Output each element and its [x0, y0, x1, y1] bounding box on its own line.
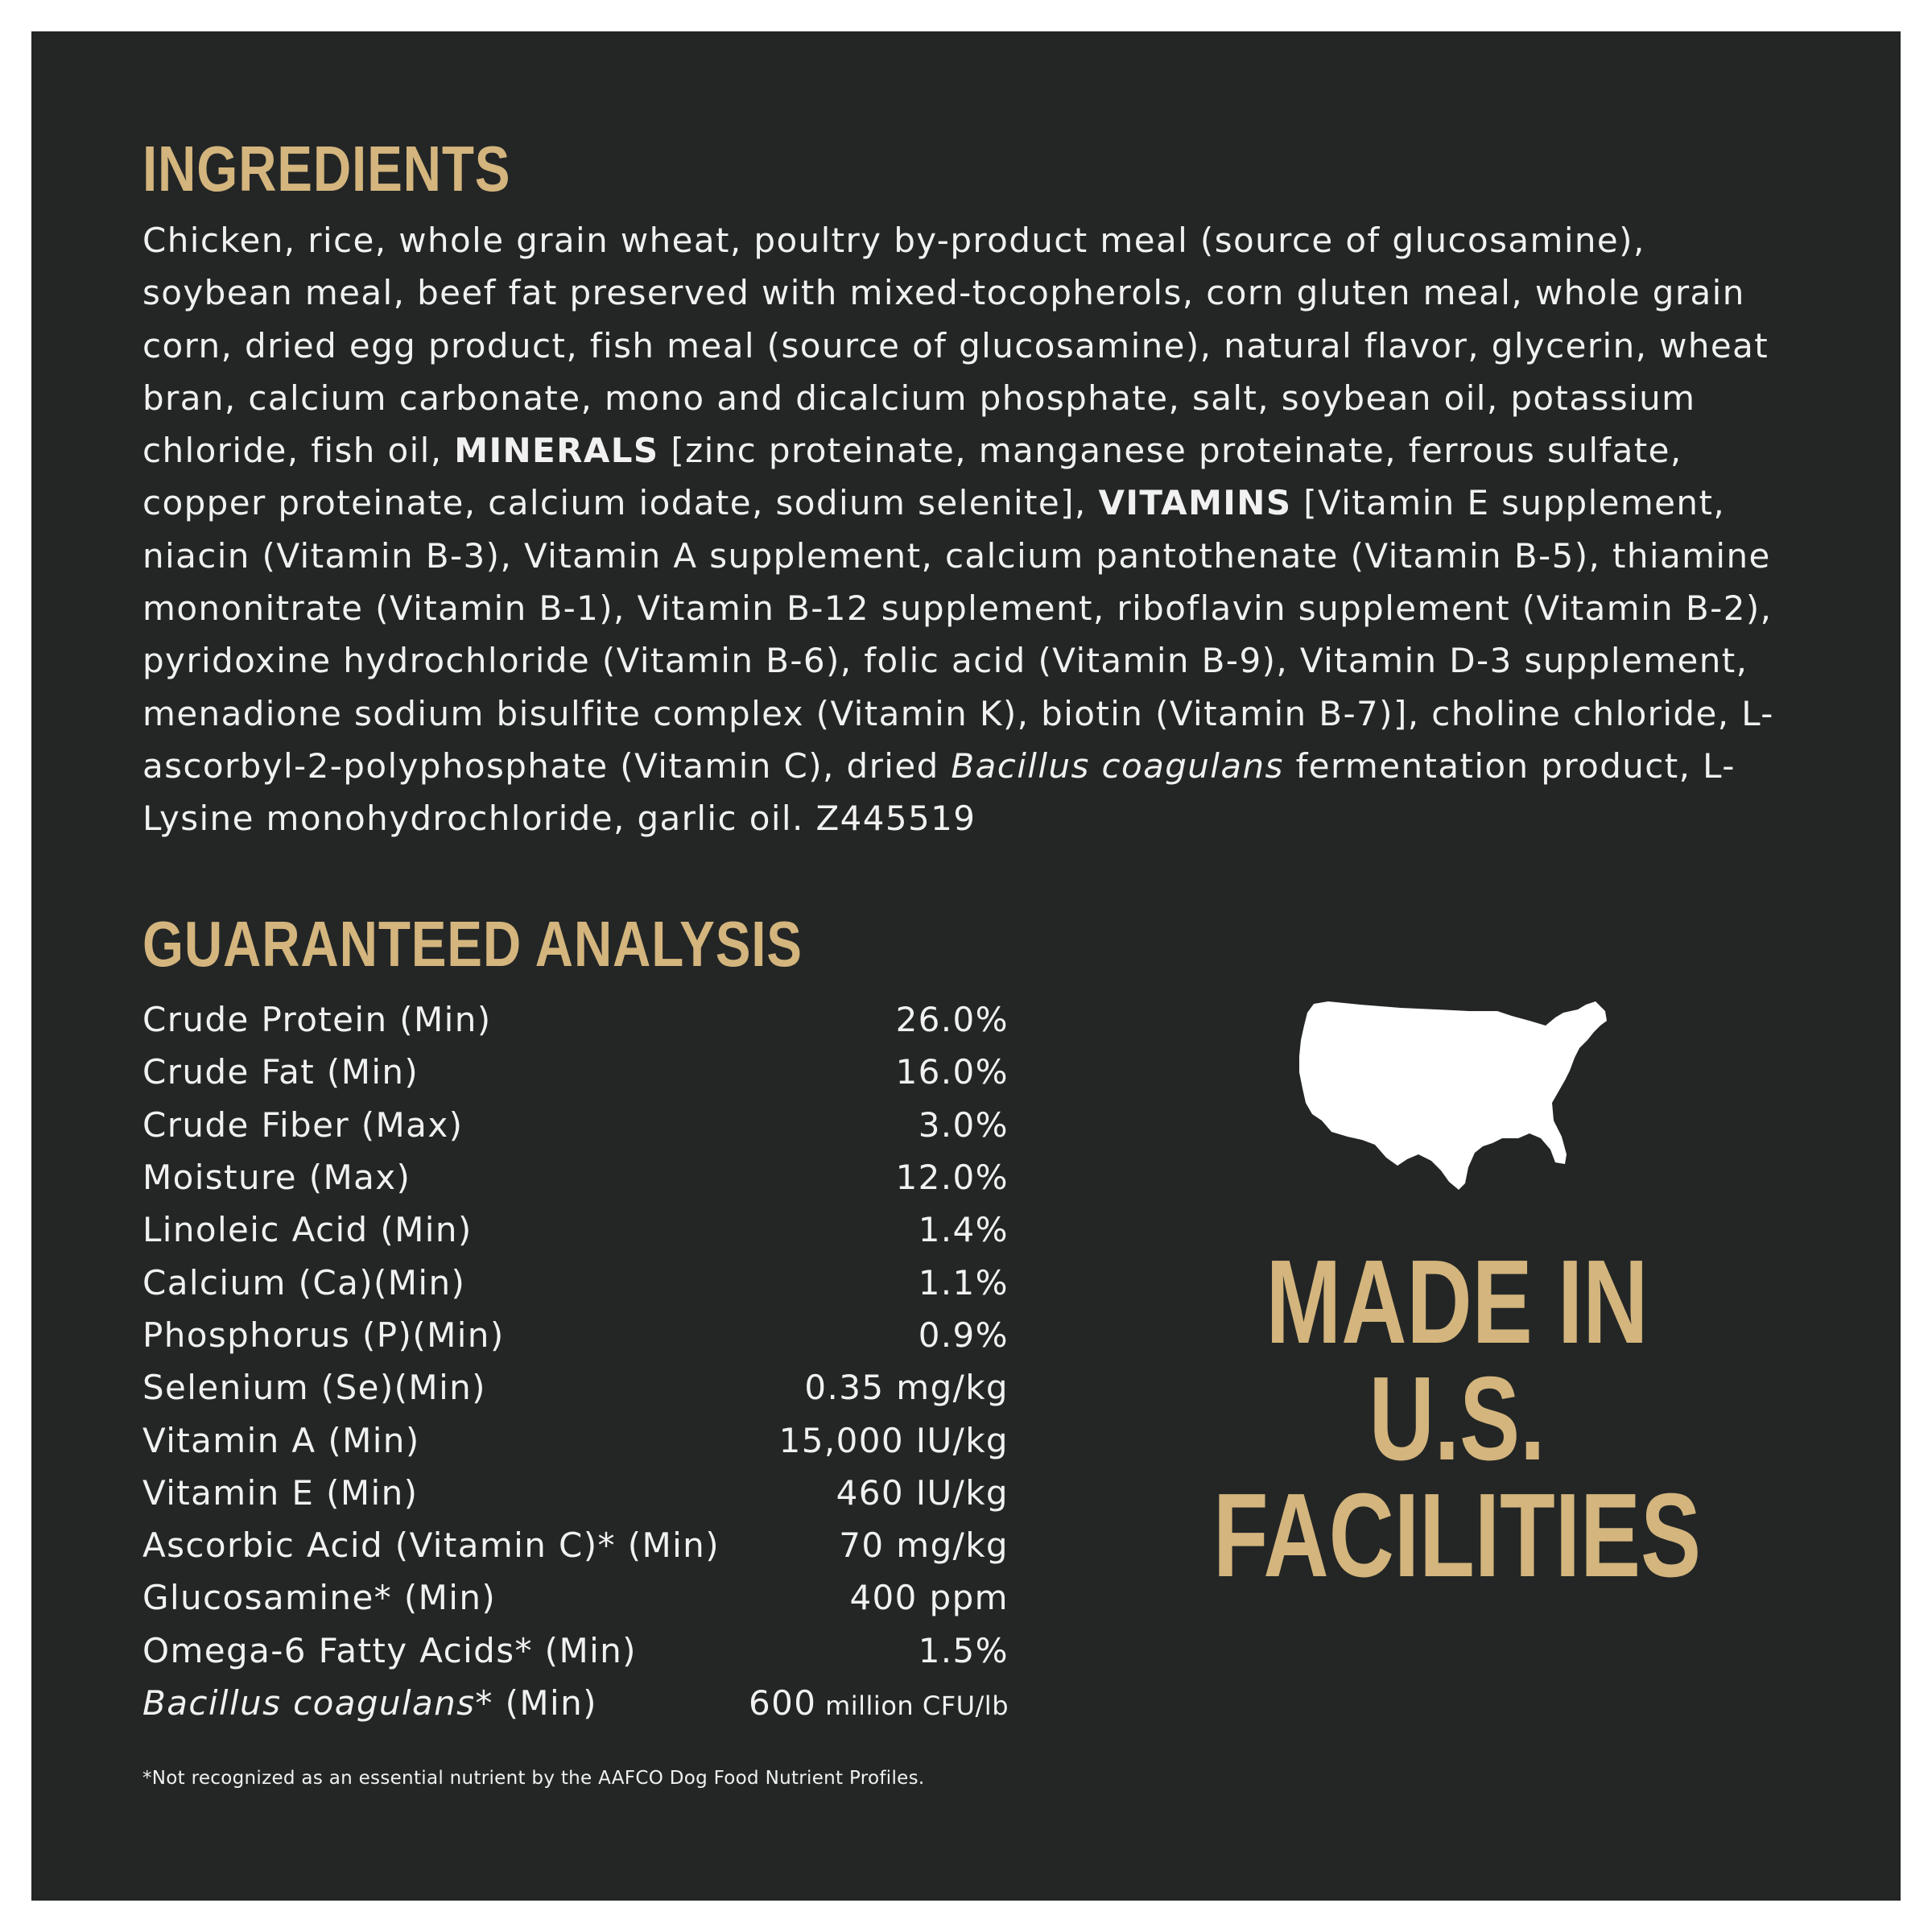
nutrient-value: 15,000 IU/kg [778, 1420, 1009, 1460]
nutrient-value: 1.5% [918, 1630, 1009, 1670]
nutrient-value-unit: million CFU/lb [816, 1690, 1009, 1721]
nutrient-name: Moisture (Max) [142, 1158, 411, 1198]
footnote: *Not recognized as an essential nutrient… [142, 1768, 925, 1789]
nutrient-value: 0.35 mg/kg [804, 1368, 1009, 1408]
nutrient-value: 3.0% [918, 1104, 1009, 1145]
nutrient-value: 70 mg/kg [839, 1525, 1009, 1566]
ingredients-title: INGREDIENTS [142, 133, 511, 204]
nutrient-value: 460 IU/kg [836, 1472, 1009, 1513]
usa-map-icon [1299, 1001, 1607, 1190]
bacillus-name: Bacillus coagulans [142, 1683, 476, 1723]
guaranteed-analysis-title: GUARANTEED ANALYSIS [142, 908, 803, 980]
nutrient-value-number: 600 [749, 1683, 817, 1723]
ingredients-text: Chicken, rice, whole grain wheat, poultr… [142, 214, 1801, 845]
label-panel [31, 31, 1901, 1901]
table-row: Calcium (Ca)(Min) 1.1% [142, 1256, 1009, 1308]
guaranteed-analysis-table: Crude Protein (Min) 26.0% Crude Fat (Min)… [142, 993, 1009, 1729]
nutrient-name: Phosphorus (P)(Min) [142, 1315, 505, 1355]
badge-line-2: U.S. [1368, 1352, 1546, 1485]
nutrient-name: Vitamin A (Min) [142, 1420, 420, 1460]
nutrient-name: Crude Protein (Min) [142, 1000, 492, 1040]
nutrient-name: Glucosamine* (Min) [142, 1578, 497, 1618]
nutrient-name: Calcium (Ca)(Min) [142, 1262, 466, 1302]
bacillus-name: Bacillus coagulans [951, 745, 1284, 786]
nutrient-value: 16.0% [895, 1052, 1009, 1092]
table-row: Phosphorus (P)(Min) 0.9% [142, 1309, 1009, 1361]
table-row: Ascorbic Acid (Vitamin C)* (Min) 70 mg/kg [142, 1519, 1009, 1571]
table-row: Crude Protein (Min) 26.0% [142, 993, 1009, 1046]
table-row: Moisture (Max) 12.0% [142, 1151, 1009, 1203]
nutrient-value: 1.4% [918, 1210, 1009, 1250]
nutrient-name: Vitamin E (Min) [142, 1472, 419, 1513]
nutrient-name: Bacillus coagulans* (Min) [142, 1683, 597, 1723]
table-row: Crude Fat (Min) 16.0% [142, 1046, 1009, 1098]
table-row: Linoleic Acid (Min) 1.4% [142, 1203, 1009, 1256]
table-row: Crude Fiber (Max) 3.0% [142, 1099, 1009, 1151]
table-row: Glucosamine* (Min) 400 ppm [142, 1571, 1009, 1624]
badge-line-3: FACILITIES [1212, 1469, 1702, 1602]
vitamins-label: VITAMINS [1098, 483, 1292, 523]
nutrient-value: 0.9% [918, 1315, 1009, 1355]
nutrient-name: Crude Fiber (Max) [142, 1104, 464, 1145]
table-row: Omega-6 Fatty Acids* (Min) 1.5% [142, 1624, 1009, 1677]
nutrient-value: 1.1% [918, 1262, 1009, 1302]
nutrient-name: Omega-6 Fatty Acids* (Min) [142, 1630, 637, 1670]
table-row: Selenium (Se)(Min) 0.35 mg/kg [142, 1361, 1009, 1414]
table-row: Bacillus coagulans* (Min) 600 million CF… [142, 1677, 1009, 1729]
badge-line-1: MADE IN [1265, 1236, 1649, 1368]
nutrient-name-suffix: * (Min) [475, 1683, 597, 1723]
nutrient-name: Linoleic Acid (Min) [142, 1210, 473, 1250]
nutrient-value: 26.0% [895, 1000, 1009, 1040]
nutrient-value: 400 ppm [849, 1578, 1009, 1618]
table-row: Vitamin E (Min) 460 IU/kg [142, 1467, 1009, 1519]
ingredients-text-part-3: [Vitamin E supplement, niacin (Vitamin B… [142, 483, 1774, 786]
nutrient-name: Crude Fat (Min) [142, 1052, 419, 1092]
ingredients-text-part-2: [zinc proteinate, manganese proteinate, … [142, 431, 1682, 523]
made-in-us-badge: MADE IN U.S. FACILITIES [1030, 1236, 1884, 1602]
nutrient-value: 600 million CFU/lb [749, 1683, 1009, 1723]
nutrient-value: 12.0% [895, 1158, 1009, 1198]
minerals-label: MINERALS [454, 431, 659, 471]
ingredients-text-part-4: fermentation product, L-Lysine monohydro… [142, 745, 1736, 839]
nutrient-name: Selenium (Se)(Min) [142, 1368, 486, 1408]
table-row: Vitamin A (Min) 15,000 IU/kg [142, 1414, 1009, 1466]
ingredients-text-part-1: Chicken, rice, whole grain wheat, poultr… [142, 221, 1769, 471]
nutrient-name: Ascorbic Acid (Vitamin C)* (Min) [142, 1525, 720, 1566]
